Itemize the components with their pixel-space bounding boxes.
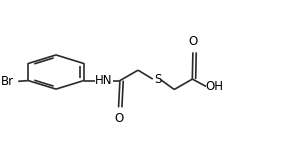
Text: Br: Br: [1, 75, 14, 88]
Text: HN: HN: [95, 74, 113, 87]
Text: O: O: [114, 112, 123, 125]
Text: O: O: [188, 35, 197, 48]
Text: OH: OH: [206, 80, 224, 93]
Text: S: S: [154, 73, 161, 86]
